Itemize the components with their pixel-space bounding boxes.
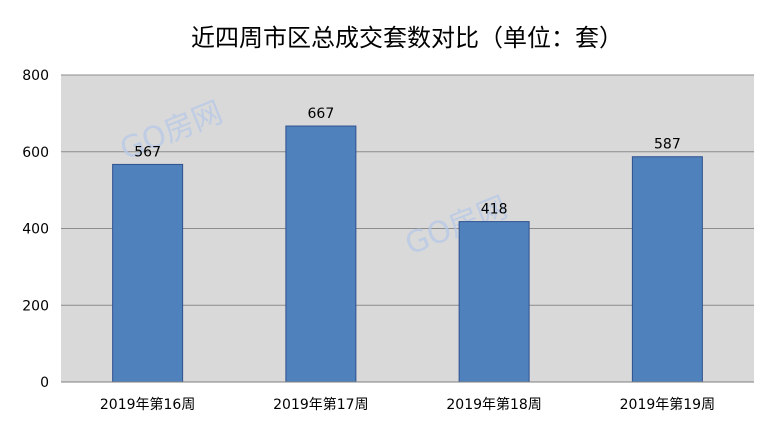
bar: [631, 156, 703, 383]
x-axis-ticks: 2019年第16周 2019年第17周 2019年第18周 2019年第19周: [100, 396, 715, 413]
y-tick-label: 0: [40, 375, 49, 391]
y-tick-label: 200: [22, 298, 49, 314]
data-label: 667: [308, 106, 335, 122]
x-tick-label: 2019年第17周: [273, 396, 368, 413]
data-labels: 567 667 418 587: [134, 106, 680, 218]
data-label: 418: [481, 202, 508, 218]
y-tick-label: 400: [22, 222, 49, 238]
bar: [458, 221, 530, 383]
y-tick-label: 800: [22, 68, 49, 84]
data-label: 587: [654, 137, 681, 153]
x-tick-label: 2019年第16周: [100, 396, 195, 413]
bar: [112, 163, 184, 383]
data-label: 567: [134, 144, 161, 160]
x-tick-label: 2019年第18周: [446, 396, 541, 413]
chart-title: 近四周市区总成交套数对比（单位：套）: [191, 24, 623, 52]
bars: [112, 125, 703, 383]
y-tick-label: 600: [22, 145, 49, 161]
y-axis-ticks: 0 200 400 600 800: [22, 68, 49, 391]
x-tick-label: 2019年第19周: [620, 396, 715, 413]
bar: [285, 125, 357, 383]
